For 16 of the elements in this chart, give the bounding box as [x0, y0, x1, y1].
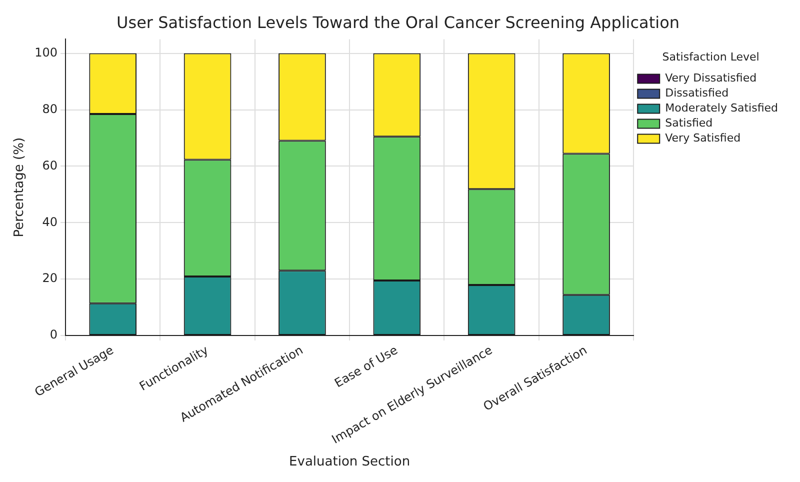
- y-tick-label: 40: [42, 214, 58, 229]
- legend-title: Satisfaction Level: [662, 50, 760, 64]
- legend-label: Dissatisfied: [665, 86, 729, 100]
- chart-title: User Satisfaction Levels Toward the Oral Cancer Screening Application: [116, 12, 680, 32]
- y-tick-label: 60: [42, 158, 58, 172]
- legend-label: Very Satisfied: [665, 132, 741, 145]
- y-tick-label: 20: [42, 271, 58, 286]
- y-tick-label: 0: [50, 328, 58, 342]
- y-tick-label: 100: [34, 45, 58, 60]
- y-tick-label: 80: [42, 102, 58, 116]
- y-axis-title: Percentage (%): [12, 137, 28, 238]
- x-axis-title: Evaluation Section: [289, 454, 410, 470]
- x-tick-label: Ease of Use: [332, 342, 400, 390]
- legend-label: Very Dissatisfied: [665, 72, 757, 85]
- legend-label: Satisfied: [665, 116, 713, 130]
- legend-label: Moderately Satisfied: [665, 102, 778, 115]
